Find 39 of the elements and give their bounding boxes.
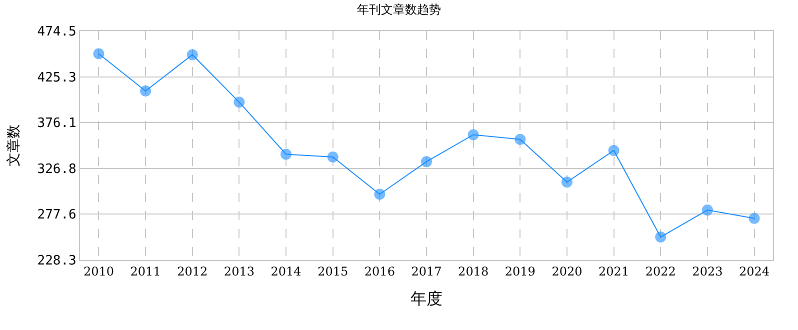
- x-tick-label: 2014: [270, 264, 302, 278]
- x-tick-label: 2022: [645, 264, 676, 278]
- point: [327, 152, 338, 163]
- point: [748, 212, 760, 224]
- x-tick-label: 2020: [552, 264, 582, 278]
- point: [374, 188, 386, 200]
- point: [280, 148, 292, 160]
- x-tick-label: 2023: [692, 264, 723, 278]
- y-tick-label: 228.3: [37, 254, 76, 269]
- y-tick-label: 277.6: [37, 208, 76, 223]
- x-tick-label: 2024: [738, 264, 770, 278]
- x-tick-label: 2017: [411, 264, 442, 278]
- point: [468, 129, 479, 140]
- y-tick-label: 376.1: [37, 116, 76, 132]
- point: [421, 156, 432, 168]
- x-tick-label: 2011: [130, 264, 161, 278]
- point: [655, 232, 666, 243]
- point: [186, 49, 198, 60]
- x-tick-label: 2021: [598, 264, 630, 278]
- y-tick-label: 425.3: [37, 70, 76, 86]
- x-tick-label: 2015: [318, 264, 348, 278]
- point: [561, 176, 572, 188]
- point: [140, 85, 152, 96]
- x-tick-label: 2012: [177, 264, 208, 278]
- y-axis-title: 文章数: [6, 124, 22, 166]
- x-tick-label: 2018: [458, 264, 489, 278]
- y-tick-label: 474.5: [37, 24, 76, 40]
- point: [702, 204, 713, 216]
- x-tick-label: 2013: [224, 264, 254, 278]
- x-axis-title: 年度: [410, 289, 442, 308]
- y-tick-label: 326.8: [37, 162, 76, 177]
- point: [234, 96, 245, 108]
- chart-title: 年刊文章数趋势: [357, 2, 441, 16]
- point: [93, 48, 104, 60]
- point: [608, 145, 620, 156]
- x-tick-label: 2010: [83, 264, 114, 278]
- x-tick-label: 2019: [504, 264, 536, 278]
- x-tick-label: 2016: [364, 264, 395, 278]
- point: [514, 134, 526, 145]
